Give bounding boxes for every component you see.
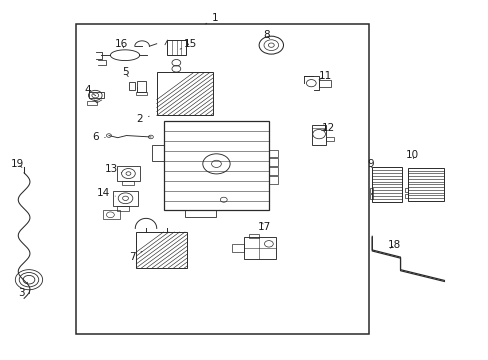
Bar: [137, 81, 146, 92]
Text: 16: 16: [115, 39, 128, 49]
Bar: [163, 121, 268, 211]
Bar: [249, 234, 259, 238]
Bar: [326, 137, 333, 141]
Text: 4: 4: [84, 85, 96, 96]
Text: 2: 2: [136, 114, 149, 124]
Bar: [184, 211, 216, 217]
Text: 11: 11: [318, 71, 331, 81]
Bar: [136, 92, 147, 95]
Text: 17: 17: [257, 222, 270, 231]
Text: 10: 10: [406, 150, 418, 160]
Bar: [103, 211, 120, 220]
Bar: [122, 181, 134, 185]
Text: 7: 7: [129, 251, 142, 262]
Bar: [244, 237, 276, 259]
Bar: [369, 194, 372, 199]
Bar: [405, 194, 407, 198]
Text: 5: 5: [122, 67, 128, 77]
Text: 18: 18: [387, 239, 401, 249]
Text: 15: 15: [180, 40, 197, 49]
Text: 6: 6: [92, 132, 105, 142]
Bar: [129, 82, 135, 90]
Text: 19: 19: [11, 159, 24, 169]
Bar: [407, 168, 444, 201]
Bar: [76, 24, 368, 334]
Bar: [268, 167, 277, 175]
Bar: [113, 191, 138, 206]
Bar: [311, 125, 326, 145]
Text: 8: 8: [263, 30, 269, 40]
Bar: [157, 72, 212, 116]
Bar: [136, 232, 187, 268]
Bar: [152, 145, 163, 161]
Bar: [117, 206, 129, 211]
Text: 9: 9: [366, 159, 373, 169]
Bar: [369, 188, 372, 193]
Bar: [232, 244, 244, 252]
Text: 14: 14: [96, 188, 115, 198]
Bar: [371, 167, 401, 202]
Bar: [89, 93, 104, 98]
Bar: [268, 158, 277, 166]
Bar: [87, 101, 97, 105]
Bar: [318, 80, 330, 87]
Text: 1: 1: [205, 13, 218, 24]
Text: 12: 12: [321, 123, 334, 133]
Bar: [117, 166, 140, 181]
Bar: [268, 176, 277, 184]
Bar: [405, 188, 407, 192]
Bar: [268, 149, 277, 157]
Bar: [167, 40, 185, 55]
Text: 13: 13: [105, 164, 122, 174]
Text: 3: 3: [18, 282, 27, 298]
